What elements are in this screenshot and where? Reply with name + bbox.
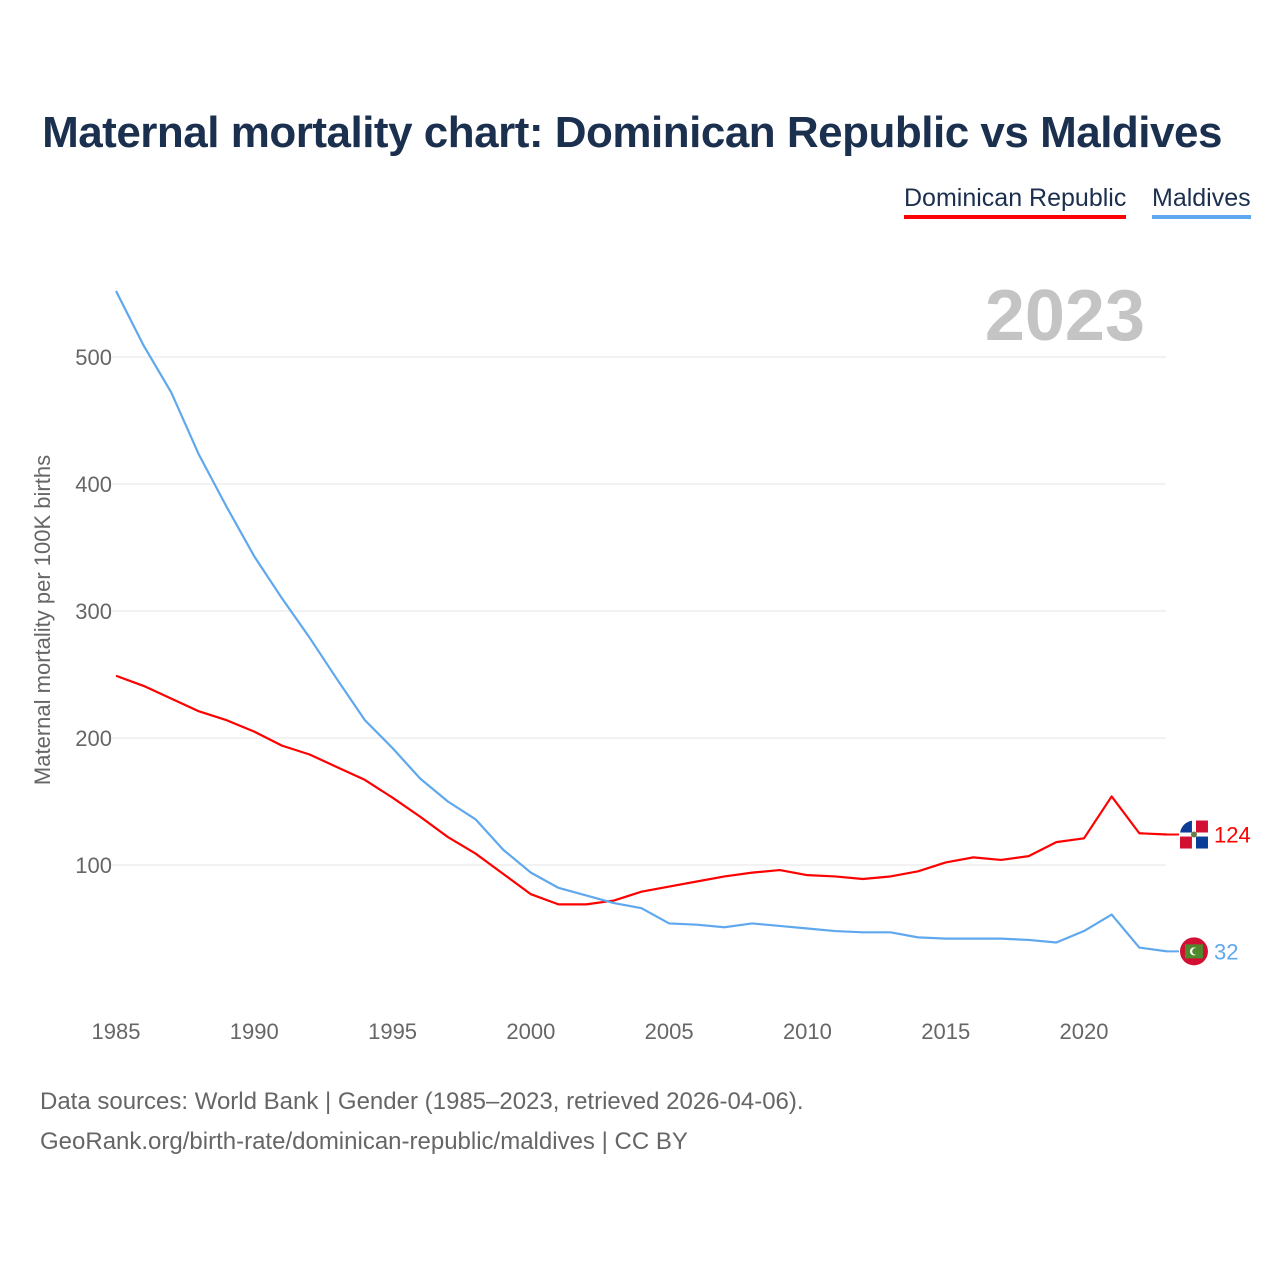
x-tick-label: 2000 [506, 1019, 555, 1044]
x-tick-label: 2005 [645, 1019, 694, 1044]
y-tick-label: 300 [75, 599, 112, 624]
end-value-label: 124 [1214, 823, 1251, 848]
footer-url[interactable]: GeoRank.org/birth-rate/dominican-republi… [40, 1128, 688, 1155]
series-line-maldives [115, 290, 1168, 953]
x-tick-label: 1990 [230, 1019, 279, 1044]
y-axis-label: Maternal mortality per 100K births [30, 455, 55, 785]
chart-title: Maternal mortality chart: Dominican Repu… [42, 108, 1222, 157]
y-tick-label: 400 [75, 472, 112, 497]
x-tick-label: 1985 [92, 1019, 141, 1044]
end-value-label: 32 [1214, 939, 1238, 964]
legend-dominican-republic[interactable]: Dominican Republic [904, 184, 1127, 219]
y-tick-label: 200 [75, 726, 112, 751]
footer-sources: Data sources: World Bank | Gender (1985–… [40, 1088, 804, 1115]
x-tick-label: 2010 [783, 1019, 832, 1044]
x-tick-label: 1995 [368, 1019, 417, 1044]
y-tick-label: 500 [75, 345, 112, 370]
x-tick-label: 2015 [921, 1019, 970, 1044]
year-watermark: 2023 [985, 276, 1145, 356]
dominican-republic-flag-icon [1179, 820, 1208, 849]
x-tick-label: 2020 [1060, 1019, 1109, 1044]
maldives-flag-icon [1179, 937, 1208, 966]
y-tick-label: 100 [75, 853, 112, 878]
legend-maldives[interactable]: Maldives [1152, 184, 1251, 219]
series-line-dominican-republic [115, 674, 1168, 906]
